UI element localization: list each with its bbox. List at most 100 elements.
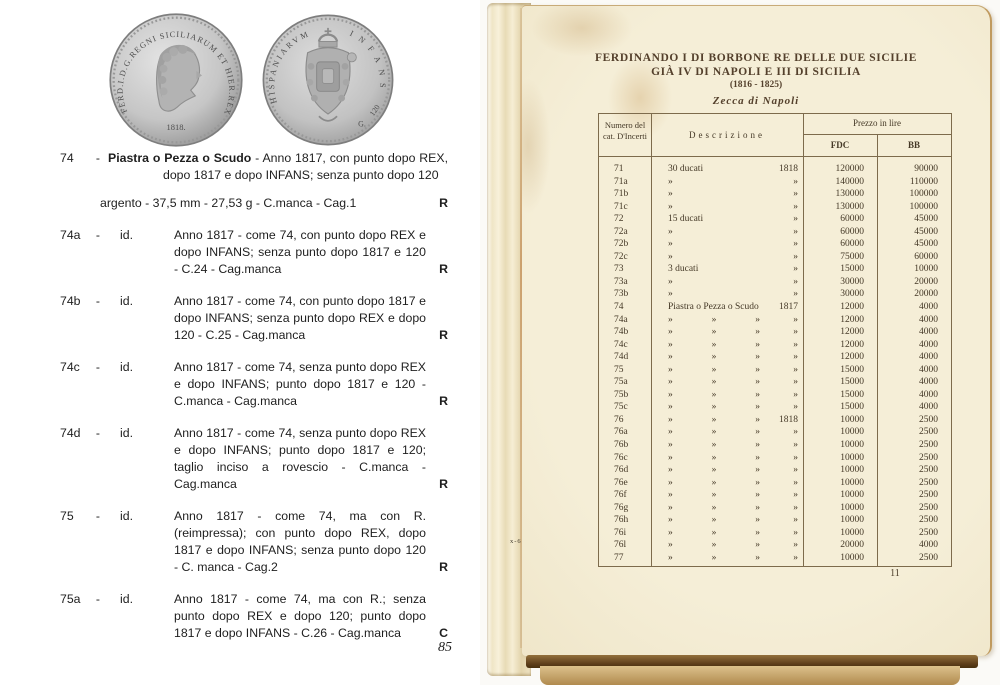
right-page-number: 11 xyxy=(890,568,900,579)
description-text: » xyxy=(668,452,673,463)
cell-catalog-number: 74b xyxy=(614,327,629,338)
cell-catalog-number: 73 xyxy=(614,264,624,275)
description-text: » xyxy=(668,239,673,250)
description-text-group: » » » xyxy=(668,339,760,352)
coin-photographs: FERD.I.D.G.REGNI SICILIARUM ET HIER.REX … xyxy=(108,12,408,152)
col-header-number-line2: cat. D'Incerti xyxy=(602,131,647,141)
description-text: » xyxy=(711,402,717,413)
table-row: 76i » » » » 10000 2500 xyxy=(599,527,951,540)
cell-catalog-number: 74c xyxy=(614,339,628,350)
description-text: » xyxy=(755,327,760,338)
cell-bb-price: 2500 xyxy=(919,552,938,563)
cell-description: »» xyxy=(651,238,803,251)
table-row: 73 3 ducati » 15000 10000 xyxy=(599,263,951,276)
description-text-group: » » » xyxy=(668,439,760,452)
bottom-page-stack xyxy=(540,666,960,685)
cell-fdc-price: 12000 xyxy=(840,314,864,325)
entry-main-row: 74d - id. Anno 1817 - come 74, senza punto … xyxy=(60,425,448,493)
entry-id-label: id. xyxy=(120,228,133,242)
coin-obverse-date: 1818. xyxy=(166,122,185,132)
entry-description: Anno 1817 - come 74, senza punto dopo RE… xyxy=(174,426,426,491)
table-row: 74a » » » » 12000 4000 xyxy=(599,314,951,327)
entry-number-text: 74b xyxy=(60,294,81,308)
table-row: 72 15 ducati » 60000 45000 xyxy=(599,213,951,226)
description-text: » xyxy=(711,427,717,438)
cell-year: » xyxy=(793,226,798,237)
description-text: » xyxy=(755,414,760,425)
description-text-group: » xyxy=(668,201,793,214)
description-text-group: » xyxy=(668,276,793,289)
rarity-letter: R xyxy=(439,394,448,408)
description-text-group: » » » xyxy=(668,326,760,339)
entry-number-text: 74 xyxy=(60,151,74,165)
entry-description: Anno 1817 - come 74, ma con R.; senza pu… xyxy=(174,592,426,640)
cell-fdc-price: 30000 xyxy=(840,289,864,300)
entry-number: 74d - xyxy=(60,425,108,493)
table-row: 71b»» 130000 100000 xyxy=(599,188,951,201)
cell-bb-price: 60000 xyxy=(914,251,938,262)
description-text-group: » » » xyxy=(668,539,760,552)
cell-description: »» xyxy=(651,251,803,264)
table-row: 74 Piastra o Pezza o Scudo 1817 12000 4000 xyxy=(599,301,951,314)
cell-bb-price: 2500 xyxy=(919,452,938,463)
price-table-body: 71 30 ducati 1818 120000 90000 71a»» 140000 110… xyxy=(599,157,951,566)
crowned-coat-of-arms xyxy=(305,27,357,122)
description-text: » xyxy=(711,389,717,400)
table-row: 76f » » » » 10000 2500 xyxy=(599,489,951,502)
entry-description: Piastra o Pezza o Scudo - Anno 1817, con… xyxy=(108,151,448,182)
description-text-group: Piastra o Pezza o Scudo xyxy=(668,301,779,314)
entry-dash: - xyxy=(95,592,100,606)
table-row: 71a»» 140000 110000 xyxy=(599,176,951,189)
cell-fdc-price: 60000 xyxy=(840,226,864,237)
description-text: » xyxy=(668,527,673,538)
description-text: » xyxy=(668,540,673,551)
description-text: » xyxy=(668,552,673,563)
cell-fdc-price: 15000 xyxy=(840,402,864,413)
cell-year: » xyxy=(793,314,798,325)
description-text: » xyxy=(755,515,760,526)
coin-beaded-border xyxy=(112,16,240,144)
entry-description: Anno 1817 - come 74, senza punto dopo RE… xyxy=(174,360,426,408)
entry-number-text: 75a xyxy=(60,592,81,606)
rarity-letter: R xyxy=(439,328,448,342)
cell-description: »» xyxy=(651,226,803,239)
section-title-line2: GIÀ IV DI NAPOLI E III DI SICILIA xyxy=(651,66,861,78)
cell-fdc-price: 120000 xyxy=(835,164,865,174)
description-text-group: » » » xyxy=(668,464,760,477)
coin-beaded-border xyxy=(265,17,391,143)
description-text: » xyxy=(755,552,760,563)
description-text: » xyxy=(668,389,673,400)
description-text-group: » xyxy=(668,188,793,201)
margin-mark: x-6 xyxy=(510,538,522,545)
cell-fdc-price: 10000 xyxy=(840,414,864,425)
cell-bb-price: 2500 xyxy=(919,527,938,538)
table-vline-2 xyxy=(803,114,804,566)
cell-year: » xyxy=(793,490,798,501)
description-text-group: 15 ducati xyxy=(668,213,793,226)
description-text: » xyxy=(711,364,717,375)
cell-year: » xyxy=(793,176,798,187)
entry-dash: - xyxy=(95,228,100,242)
cell-description: 15 ducati » xyxy=(651,213,803,226)
description-text: » xyxy=(668,364,673,375)
table-row: 71 30 ducati 1818 120000 90000 xyxy=(599,163,951,176)
col-header-description: Descrizione xyxy=(689,130,765,140)
cell-year: » xyxy=(793,276,798,287)
section-title-years: (1816 - 1825) xyxy=(729,80,783,90)
description-text: » xyxy=(755,477,760,488)
description-text: » xyxy=(668,515,673,526)
cell-year: » xyxy=(793,515,798,526)
cell-description: » » » » xyxy=(651,364,803,377)
coin-obverse-photo: FERD.I.D.G.REGNI SICILIARUM ET HIER.REX … xyxy=(109,13,243,147)
cell-fdc-price: 10000 xyxy=(840,452,864,463)
cell-catalog-number: 75b xyxy=(614,389,629,400)
description-text: » xyxy=(755,490,760,501)
cell-bb-price: 4000 xyxy=(919,377,938,388)
table-row: 73b»» 30000 20000 xyxy=(599,288,951,301)
rarity-letter: R xyxy=(439,560,448,574)
table-row: 77 » » » » 10000 2500 xyxy=(599,552,951,565)
entry-number: 74 - xyxy=(60,150,108,184)
table-row: 76e » » » » 10000 2500 xyxy=(599,477,951,490)
cell-description: » » » » xyxy=(651,502,803,515)
cell-year: » xyxy=(793,552,798,563)
